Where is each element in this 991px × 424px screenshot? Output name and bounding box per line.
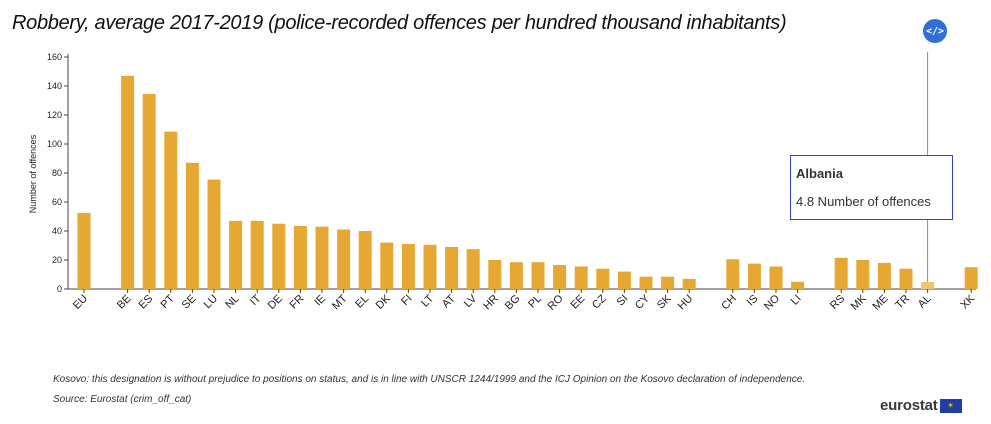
x-tick-label: EL xyxy=(353,293,371,311)
bar-lv xyxy=(466,249,480,289)
x-tick-label: RS xyxy=(828,293,847,312)
x-tick-label: DE xyxy=(266,293,285,312)
bar-bg xyxy=(509,262,523,289)
bar-me xyxy=(877,262,891,289)
y-tick-label: 120 xyxy=(47,110,62,120)
bar-fi xyxy=(401,244,415,289)
x-tick-label: RO xyxy=(546,292,566,312)
bar-chart: 0 20 40 60 80 100 120 140 160 EU BE ES PT SE LU NL IT DE… xyxy=(28,52,978,313)
y-tick-label: 60 xyxy=(52,197,62,207)
bar-lu xyxy=(207,179,221,289)
bar-hu xyxy=(682,278,696,289)
x-tick-label: IS xyxy=(745,293,761,309)
bar-fr xyxy=(293,225,307,289)
x-tick-label: HR xyxy=(481,293,501,313)
eu-flag-icon: ✶ xyxy=(939,398,962,413)
x-tick-label: IT xyxy=(248,292,264,308)
embed-code-button[interactable]: </> xyxy=(923,19,947,43)
x-tick-label: AL xyxy=(916,293,934,311)
x-tick-label: NL xyxy=(223,293,241,311)
x-tick-label: CY xyxy=(633,292,653,312)
x-tick-label: EU xyxy=(71,293,90,312)
bar-nl xyxy=(229,220,243,289)
y-tick-label: 40 xyxy=(52,226,62,236)
x-tick-label: ES xyxy=(136,293,155,312)
kosovo-footnote: Kosovo: this designation is without prej… xyxy=(53,374,806,385)
bar-al xyxy=(921,282,935,289)
x-tick-label: FI xyxy=(399,293,414,308)
bar-cy xyxy=(639,276,653,289)
bar-es xyxy=(142,93,156,289)
bar-no xyxy=(769,266,783,289)
bar-el xyxy=(358,231,372,289)
y-tick-label: 160 xyxy=(47,52,62,62)
chart-title: Robbery, average 2017-2019 (police-recor… xyxy=(12,12,787,34)
bar-rs xyxy=(834,257,848,289)
bar-hr xyxy=(488,260,502,289)
tooltip-value: 4.8 Number of offences xyxy=(796,194,931,209)
x-tick-label: LV xyxy=(462,292,480,310)
tooltip-country: Albania xyxy=(796,166,843,181)
y-tick-label: 20 xyxy=(52,255,62,265)
bar-eu xyxy=(77,212,91,289)
bar-mt xyxy=(337,229,351,289)
x-tick-label: LI xyxy=(789,293,804,308)
bar-it xyxy=(250,220,264,289)
x-tick-label: MK xyxy=(849,292,870,313)
bar-tr xyxy=(899,268,913,289)
bar-ch xyxy=(726,259,740,289)
bar-be xyxy=(121,75,135,289)
x-tick-label: SK xyxy=(655,292,674,311)
x-tick-label: SE xyxy=(180,293,199,312)
x-tick-label: EE xyxy=(568,293,587,312)
source-note: Source: Eurostat (crim_off_cat) xyxy=(53,394,192,405)
y-tick-label: 0 xyxy=(57,284,62,294)
bar-xk xyxy=(964,267,978,289)
bar-sk xyxy=(661,276,675,289)
y-tick-label: 80 xyxy=(52,168,62,178)
x-tick-label: SI xyxy=(615,293,631,309)
x-tick-label: TR xyxy=(893,293,912,312)
bar-dk xyxy=(380,242,394,289)
bar-pl xyxy=(531,262,545,289)
x-tick-label: BG xyxy=(503,293,523,313)
eurostat-logo: eurostat ✶ xyxy=(880,397,962,414)
x-tick-label: LT xyxy=(419,292,436,309)
x-tick-label: ME xyxy=(870,293,890,313)
bar-ro xyxy=(553,265,567,289)
x-tick-label: CZ xyxy=(590,292,609,311)
bar-cz xyxy=(596,268,610,289)
x-tick-label: IE xyxy=(312,293,328,309)
bar-si xyxy=(617,271,631,289)
code-icon: </> xyxy=(925,25,945,37)
bar-ee xyxy=(574,266,588,289)
x-tick-label: LU xyxy=(202,293,220,311)
bar-de xyxy=(272,223,286,289)
bar-is xyxy=(747,263,761,289)
tooltip: Albania 4.8 Number of offences xyxy=(790,155,953,220)
bar-se xyxy=(185,162,199,289)
y-tick-label: 140 xyxy=(47,81,62,91)
x-tick-label: MT xyxy=(330,292,350,312)
bar-ie xyxy=(315,226,329,289)
y-tick-label: 100 xyxy=(47,139,62,149)
x-tick-label: PT xyxy=(158,292,177,311)
x-tick-label: CH xyxy=(719,293,739,313)
x-tick-label: HU xyxy=(676,293,696,313)
logo-text: eurostat xyxy=(880,397,938,414)
bar-at xyxy=(445,246,459,289)
x-tick-label: PL xyxy=(526,293,544,311)
bar-pt xyxy=(164,131,178,289)
x-tick-label: DK xyxy=(374,292,394,312)
bar-li xyxy=(791,281,805,289)
x-tick-label: AT xyxy=(440,292,458,310)
x-tick-label: BE xyxy=(115,293,134,312)
bar-mk xyxy=(856,260,870,289)
x-tick-label: XK xyxy=(958,292,977,311)
x-tick-label: NO xyxy=(762,292,782,312)
y-axis-title: Number of offences xyxy=(28,134,38,213)
x-tick-label: FR xyxy=(288,293,307,312)
bar-lt xyxy=(423,244,437,289)
